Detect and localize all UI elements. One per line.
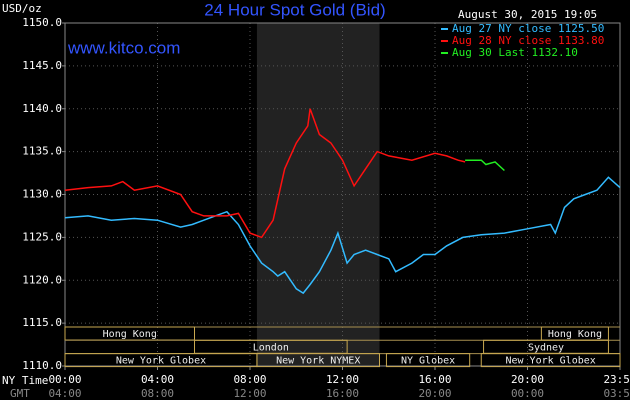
x2-tick-label: 12:00 bbox=[233, 387, 266, 400]
line-series bbox=[64, 176, 621, 295]
y-tick-label: 1135.0 bbox=[22, 145, 62, 158]
y-tick-label: 1140.0 bbox=[22, 102, 62, 115]
x2-tick-label: 16:00 bbox=[326, 387, 359, 400]
y-tick-label: 1145.0 bbox=[22, 59, 62, 72]
x-tick-label: 23:59 bbox=[603, 373, 630, 386]
session-label: NY Globex bbox=[401, 356, 455, 367]
x2-tick-label: 08:00 bbox=[141, 387, 174, 400]
session-box bbox=[256, 353, 380, 368]
legend-label: Aug 28 NY close 1133.80 bbox=[452, 34, 604, 47]
x-tick-label: 12:00 bbox=[326, 373, 359, 386]
x2-axis-label: GMT bbox=[10, 387, 30, 400]
x-tick-label: 04:00 bbox=[141, 373, 174, 386]
x-axis-label: NY Time bbox=[2, 374, 48, 387]
x-tick-label: 20:00 bbox=[511, 373, 544, 386]
y-tick-label: 1150.0 bbox=[22, 16, 62, 29]
session-label: London bbox=[253, 342, 289, 353]
line-series bbox=[64, 108, 466, 239]
session-label: Hong Kong bbox=[103, 329, 157, 340]
timestamp: August 30, 2015 19:05 bbox=[458, 8, 597, 21]
session-label: New York Globex bbox=[116, 356, 206, 367]
x-tick-label: 08:00 bbox=[233, 373, 266, 386]
y-tick-label: 1120.0 bbox=[22, 273, 62, 286]
session-box bbox=[480, 353, 621, 368]
legend-label: Aug 30 Last 1132.10 bbox=[452, 46, 578, 59]
y-axis-label: USD/oz bbox=[2, 2, 42, 15]
y-tick-label: 1125.0 bbox=[22, 230, 62, 243]
x2-tick-label: 03:59 bbox=[603, 387, 630, 400]
session-label: New York Globex bbox=[505, 356, 595, 367]
x2-tick-label: 20:00 bbox=[418, 387, 451, 400]
x2-tick-label: 00:00 bbox=[511, 387, 544, 400]
legend-label: Aug 27 NY close 1125.50 bbox=[452, 22, 604, 35]
y-tick-label: 1115.0 bbox=[22, 316, 62, 329]
chart-title: 24 Hour Spot Gold (Bid) bbox=[204, 0, 385, 19]
y-tick-label: 1110.0 bbox=[22, 359, 62, 372]
x-tick-label: 16:00 bbox=[418, 373, 451, 386]
x2-tick-label: 04:00 bbox=[48, 387, 81, 400]
line-series bbox=[465, 159, 505, 172]
session-label: New York NYMEX bbox=[276, 356, 360, 367]
session-box bbox=[385, 353, 471, 368]
session-label: Sydney bbox=[528, 342, 564, 353]
watermark: www.kitco.com bbox=[67, 38, 180, 57]
session-label: Hong Kong bbox=[548, 329, 602, 340]
x-tick-label: 00:00 bbox=[48, 373, 81, 386]
y-tick-label: 1130.0 bbox=[22, 188, 62, 201]
